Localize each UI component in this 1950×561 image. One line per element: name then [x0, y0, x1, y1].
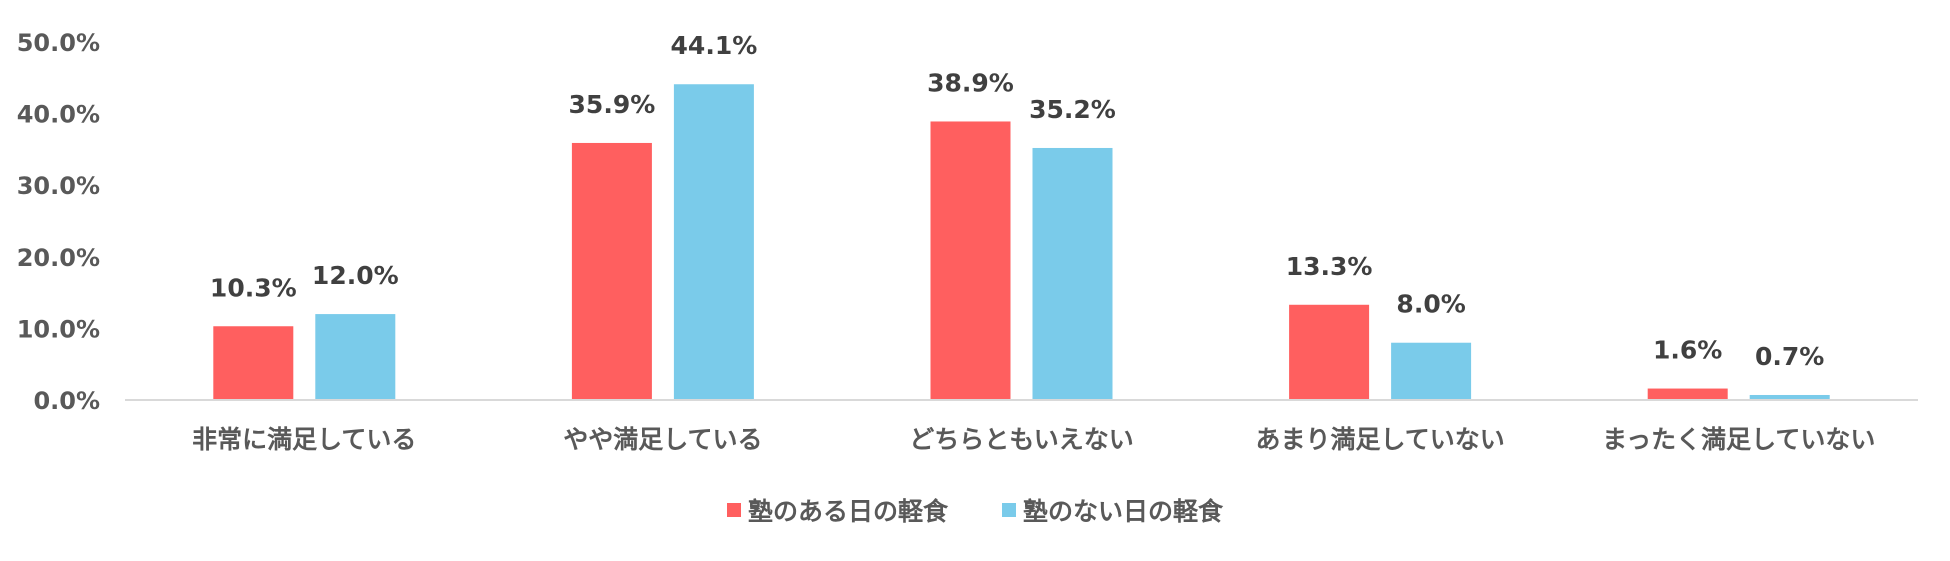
bar-juku-day	[1647, 388, 1728, 400]
x-category-label: まったく満足していない	[1602, 425, 1875, 454]
x-axis: 非常に満足している やや満足している どちらともいえない あまり満足していない まったく…	[125, 399, 1918, 454]
x-category-label: 非常に満足している	[192, 425, 416, 454]
y-tick-label: 50.0%	[17, 29, 100, 57]
data-label: 10.3%	[210, 273, 297, 302]
y-tick-label: 10.0%	[17, 315, 100, 343]
y-tick-label: 0.0%	[33, 387, 100, 415]
data-label: 1.6%	[1653, 336, 1722, 365]
x-category-label: あまり満足していない	[1255, 425, 1504, 454]
data-label: 13.3%	[1286, 252, 1373, 281]
data-label: 0.7%	[1755, 342, 1824, 371]
legend-label: 塾のある日の軽食	[748, 497, 949, 526]
legend-swatch	[1002, 503, 1016, 517]
y-axis: 0.0% 10.0% 20.0% 30.0% 40.0% 50.0%	[17, 29, 100, 415]
legend: 塾のある日の軽食 塾のない日の軽食	[727, 497, 1224, 526]
bar-no-juku-day	[1391, 342, 1472, 400]
bar-no-juku-day	[673, 84, 754, 400]
x-category-label: やや満足している	[563, 425, 762, 454]
data-label: 8.0%	[1396, 290, 1465, 319]
plot-area: 10.3% 12.0% 35.9% 44.1% 38.9% 35.2% 13.3% 8.0% 1…	[210, 31, 1830, 400]
y-tick-label: 20.0%	[17, 244, 100, 272]
bar-juku-day	[213, 326, 294, 400]
legend-swatch	[727, 503, 741, 517]
bar-juku-day	[571, 142, 652, 400]
data-label: 12.0%	[312, 261, 399, 290]
data-label: 44.1%	[671, 31, 758, 60]
y-tick-label: 30.0%	[17, 172, 100, 200]
y-tick-label: 40.0%	[17, 101, 100, 129]
data-label: 35.9%	[569, 90, 656, 119]
bar-no-juku-day	[315, 314, 396, 400]
bar-juku-day	[930, 121, 1011, 400]
data-label: 35.2%	[1029, 95, 1116, 124]
bar-juku-day	[1289, 304, 1370, 400]
bar-no-juku-day	[1749, 394, 1830, 400]
x-category-label: どちらともいえない	[909, 425, 1134, 454]
legend-label: 塾のない日の軽食	[1023, 497, 1224, 526]
bar-no-juku-day	[1032, 147, 1113, 400]
data-label: 38.9%	[927, 68, 1014, 97]
